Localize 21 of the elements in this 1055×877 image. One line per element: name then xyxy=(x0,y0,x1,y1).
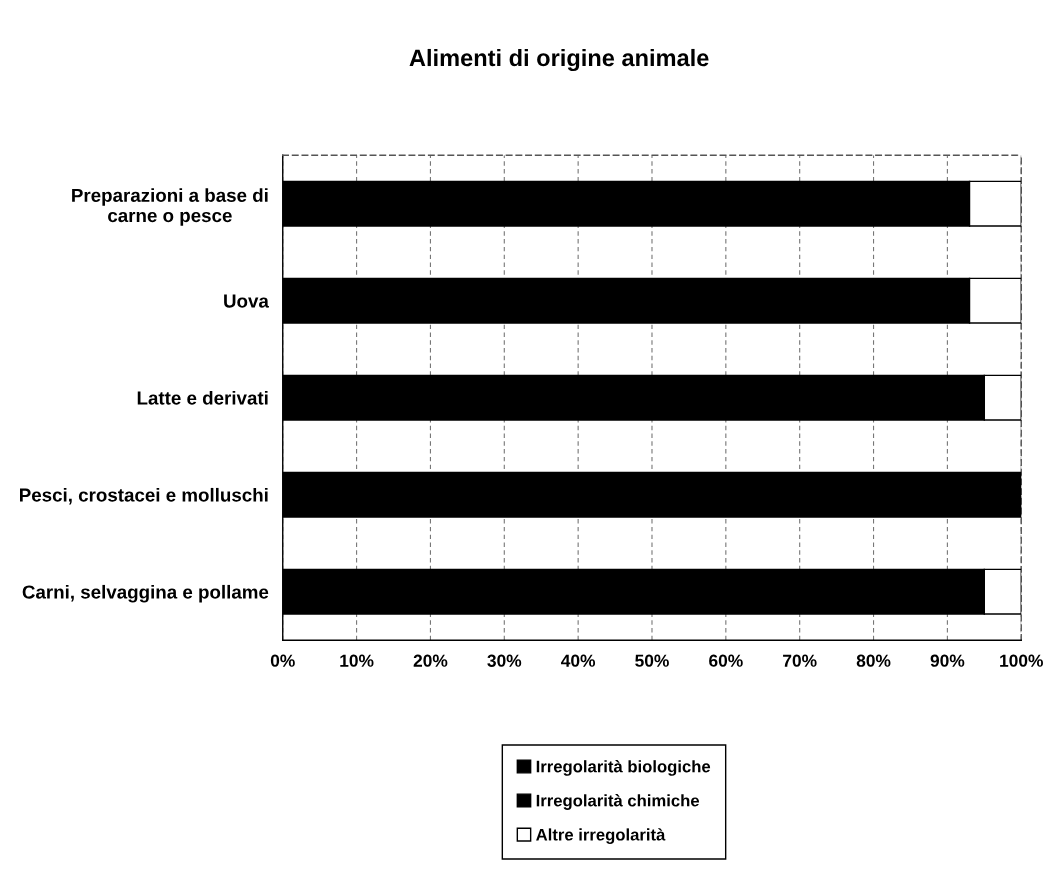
y-tick-label: Uova xyxy=(224,294,269,308)
x-tick-label: 100% xyxy=(1000,654,1043,667)
x-tick-label: 50% xyxy=(635,654,669,667)
x-tick-label: 40% xyxy=(561,654,596,667)
y-tick-label: Carni, selvaggina e pollame xyxy=(22,584,269,603)
chart-title: Alimenti di origine animale xyxy=(409,48,709,72)
x-tick-label: 60% xyxy=(709,654,743,667)
x-tick-label: 90% xyxy=(930,654,965,667)
x-tick-label: 20% xyxy=(413,654,448,667)
legend-label: Irregolarità biologiche xyxy=(536,760,711,776)
legend-label: Altre irregolarità xyxy=(536,828,666,844)
x-tick-label: 0% xyxy=(270,654,295,667)
bar xyxy=(282,471,1022,518)
y-tick-label: Latte e derivati xyxy=(137,390,268,405)
x-tick-label: 30% xyxy=(487,654,522,667)
x-tick-label: 70% xyxy=(783,654,817,667)
x-tick-label: 10% xyxy=(340,654,374,667)
y-tick-label: Preparazioni a base di carne o pesce xyxy=(72,188,268,226)
legend-label: Irregolarità chimiche xyxy=(536,794,700,810)
y-tick-label: Pesci, crostacei e molluschi xyxy=(20,487,268,505)
x-tick-label: 80% xyxy=(856,654,891,667)
